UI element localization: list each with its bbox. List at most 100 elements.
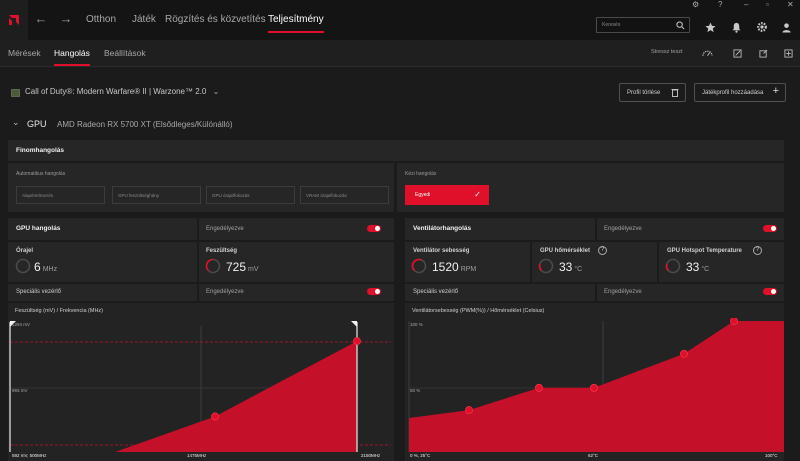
- custom-tuning-label: Egyedi: [415, 192, 431, 198]
- gpu-temperature-number: 33: [559, 260, 573, 274]
- voltage-gauge-icon: [205, 258, 221, 274]
- edit-icon[interactable]: [731, 47, 743, 59]
- gpu-temperature-gauge-icon: [538, 258, 554, 274]
- clock-gauge-icon: [15, 258, 31, 274]
- forward-arrow-icon[interactable]: →: [59, 11, 73, 26]
- auto-vram-overclock-button[interactable]: VRAM órajelfokozás: [300, 186, 389, 204]
- gpu-tuning-toggle[interactable]: [367, 225, 381, 232]
- fan-curve-chart[interactable]: [405, 318, 784, 461]
- fan-curve-point: [730, 318, 738, 325]
- stress-test-label[interactable]: Stressz teszt: [651, 49, 683, 55]
- export-icon[interactable]: [757, 47, 769, 59]
- tab-settings[interactable]: Beállítások: [104, 48, 146, 58]
- game-title[interactable]: Call of Duty®: Modern Warfare® II | Warz…: [25, 87, 219, 96]
- auto-default-button[interactable]: Alapértelmezés: [16, 186, 105, 204]
- auto-undervolt-button[interactable]: GPU feszültséghány: [112, 186, 201, 204]
- hotspot-temperature-label: GPU Hotspot Temperature: [667, 248, 742, 254]
- custom-tuning-button[interactable]: Egyedi ✓: [405, 185, 489, 205]
- fan-tuning-title: Ventilátorhangolás: [413, 225, 472, 232]
- top-navigation-bar: ← → Otthon Játék Rögzítés és közvetítés …: [0, 0, 800, 40]
- fan-curve-point: [590, 383, 598, 392]
- search-icon[interactable]: [676, 21, 685, 30]
- sub-navigation-bar: Mérések Hangolás Beállítások Stressz tes…: [0, 40, 800, 67]
- fan-chart-x-min-label: 0 %, 25°C: [410, 453, 431, 458]
- voltage-frequency-chart[interactable]: [8, 318, 394, 461]
- chevron-down-icon[interactable]: ⌄: [12, 117, 20, 127]
- curve-area: [10, 341, 357, 452]
- gauge-icon[interactable]: [701, 47, 713, 59]
- voltage-frequency-point: [353, 337, 361, 345]
- gpu-temperature-value: 33 °C: [559, 260, 582, 274]
- auto-tuning-panel: Automatikus hangolás Alapértelmezés GPU …: [8, 163, 394, 212]
- back-arrow-icon[interactable]: ←: [34, 11, 48, 26]
- tab-tuning[interactable]: Hangolás: [54, 40, 90, 67]
- game-title-text: Call of Duty®: Modern Warfare® II | Warz…: [25, 87, 207, 96]
- manual-tuning-label: Kézi hangolás: [405, 171, 437, 177]
- tab-gaming[interactable]: Játék: [132, 14, 156, 25]
- gpu-special-control-toggle[interactable]: [367, 288, 381, 295]
- gpu-special-control-row: [8, 284, 394, 301]
- help-icon[interactable]: ?: [753, 246, 762, 255]
- clock-label: Órajel: [16, 248, 34, 254]
- voltage-number: 725: [226, 260, 247, 274]
- fan-special-enable-label: Engedélyezve: [604, 289, 642, 295]
- minimize-icon[interactable]: –: [744, 0, 749, 9]
- gpu-tuning-enable-label: Engedélyezve: [206, 226, 244, 232]
- fan-tuning-enable-label: Engedélyezve: [604, 226, 642, 232]
- clock-unit: MHz: [42, 266, 58, 273]
- fan-chart-title: Ventilátorsebesség (PWM(%)) / Hőmérsékle…: [412, 308, 545, 314]
- fan-speed-number: 1520: [432, 260, 459, 274]
- curve-area: [409, 321, 784, 452]
- hotspot-temperature-number: 33: [686, 260, 700, 274]
- tab-record-stream[interactable]: Rögzítés és közvetítés: [165, 14, 266, 25]
- auto-gpu-overclock-button[interactable]: GPU órajelfokozás: [206, 186, 295, 204]
- fan-chart-y-top-label: 100 %: [410, 322, 423, 327]
- voltage-unit: mV: [248, 266, 259, 273]
- game-profile-row: Call of Duty®: Modern Warfare® II | Warz…: [0, 80, 800, 104]
- fan-chart-y-mid-label: 50 %: [410, 388, 421, 393]
- hotspot-temperature-value: 33 °C: [686, 260, 709, 274]
- gpu-name: AMD Radeon RX 5700 XT (Elsődleges/Különá…: [57, 120, 233, 129]
- tab-home[interactable]: Otthon: [86, 14, 117, 25]
- clock-number: 6: [34, 260, 41, 274]
- min-handle-marker: [10, 321, 16, 327]
- gpu-section-header[interactable]: ⌄ GPU AMD Radeon RX 5700 XT (Elsődleges/…: [0, 114, 800, 134]
- add-game-profile-button[interactable]: Játékprofil hozzáadása +: [694, 83, 786, 102]
- maximize-icon[interactable]: ▫: [766, 0, 769, 9]
- fan-speed-unit: RPM: [460, 266, 477, 273]
- search-input[interactable]: [602, 20, 672, 30]
- help-icon[interactable]: ?: [718, 0, 723, 9]
- user-profile-icon[interactable]: [779, 20, 793, 34]
- bug-report-icon[interactable]: ⚙: [692, 0, 700, 9]
- gpu-special-enable-label: Engedélyezve: [206, 289, 244, 295]
- trash-icon: [671, 88, 679, 99]
- voltage-value: 725 mV: [226, 260, 259, 274]
- close-icon[interactable]: ✕: [787, 0, 794, 9]
- chevron-down-icon[interactable]: ⌄: [212, 87, 220, 96]
- gpu-chart-title: Feszültség (mV) / Frekvencia (MHz): [15, 308, 104, 314]
- gear-icon[interactable]: [755, 20, 769, 34]
- hotspot-temperature-gauge-icon: [665, 258, 681, 274]
- gpu-chart-x-mid-label: 1475MHz: [187, 453, 207, 458]
- auto-tuning-label: Automatikus hangolás: [16, 171, 66, 177]
- bell-icon[interactable]: [729, 20, 743, 34]
- fan-tuning-toggle[interactable]: [763, 225, 777, 232]
- clock-value: 6 MHz: [34, 260, 57, 274]
- import-icon[interactable]: [782, 47, 794, 59]
- fan-speed-label: Ventilátor sebesség: [413, 248, 470, 254]
- fan-special-control-row: [405, 284, 784, 301]
- tab-metrics[interactable]: Mérések: [8, 48, 41, 58]
- amd-logo[interactable]: [0, 0, 28, 40]
- fan-special-control-label: Speciális vezérlő: [413, 289, 459, 295]
- amd-logo-icon: [9, 15, 19, 25]
- max-handle-marker: [351, 321, 357, 327]
- delete-profile-button[interactable]: Profil törlése: [619, 83, 686, 102]
- help-icon[interactable]: ?: [598, 246, 607, 255]
- tab-performance[interactable]: Teljesítmény: [268, 0, 324, 40]
- search-box[interactable]: [596, 17, 690, 33]
- fan-curve-point: [680, 349, 688, 358]
- fan-chart-x-mid-label: 62°C: [588, 453, 599, 458]
- star-icon[interactable]: [703, 20, 717, 34]
- fan-special-control-toggle[interactable]: [763, 288, 777, 295]
- voltage-label: Feszültség: [206, 248, 238, 254]
